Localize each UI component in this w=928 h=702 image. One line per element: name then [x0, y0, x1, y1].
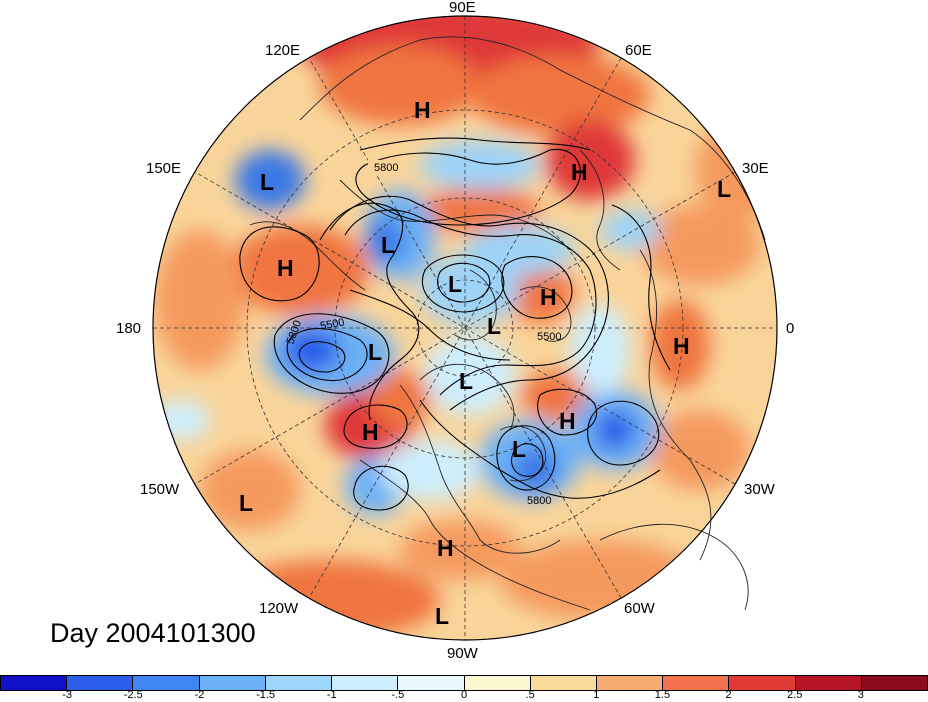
- colorbar: [0, 675, 928, 691]
- contour-labels: 5800 5800 5500 5500 5800: [285, 160, 561, 507]
- colorbar-swatch: [1, 676, 68, 690]
- contour-label-5500-pacific: 5500: [319, 317, 345, 333]
- high-marker: H: [277, 255, 294, 281]
- colorbar-swatch: [464, 676, 531, 690]
- colorbar-tick-label: -3: [62, 689, 73, 701]
- colorbar-tick-label: -1.5: [256, 689, 276, 701]
- lon-label-90e: 90E: [449, 0, 476, 16]
- colorbar-swatch: [729, 676, 796, 690]
- colorbar-tick-label: 2: [725, 689, 732, 701]
- low-marker: L: [459, 368, 473, 394]
- colorbar-swatch: [265, 676, 333, 690]
- colorbar-swatch: [530, 676, 597, 690]
- pressure-markers: H L L H L H L H L H L L H H L L H L: [239, 97, 731, 629]
- colorbar-swatch: [199, 676, 266, 690]
- colorbar-tick-label: 2.5: [787, 689, 803, 701]
- plot-title: Day 2004101300: [50, 618, 256, 648]
- colorbar-tick-label: 3: [857, 689, 864, 701]
- low-marker: L: [260, 169, 274, 195]
- lon-label-60w: 60W: [624, 600, 656, 617]
- low-marker: L: [435, 603, 449, 629]
- colorbar-tick-label: -1: [326, 689, 337, 701]
- colorbar-tick-label: -.5: [391, 689, 405, 701]
- contour-label-5800-atlantic: 5800: [527, 495, 551, 507]
- high-marker: H: [540, 284, 557, 310]
- high-marker: H: [414, 97, 431, 123]
- low-marker: L: [512, 436, 526, 462]
- lon-label-120e: 120E: [265, 42, 300, 59]
- low-marker: L: [381, 232, 395, 258]
- map-boundary: [152, 15, 778, 641]
- high-marker: H: [571, 159, 588, 185]
- colorbar-tick-label: -2: [194, 689, 205, 701]
- longitude-labels: 90E 60E 30E 0 30W 60W 90W 120W 150W 180 …: [116, 0, 794, 662]
- high-marker: H: [437, 535, 454, 561]
- lon-label-30w: 30W: [744, 481, 776, 498]
- lon-label-90w: 90W: [447, 645, 479, 662]
- low-marker: L: [368, 339, 382, 365]
- low-marker: L: [487, 313, 501, 339]
- colorbar-tick-label: 1.5: [654, 689, 671, 701]
- contour-label-5500-europe: 5500: [537, 331, 561, 343]
- contour-label-5800-asia: 5800: [374, 162, 398, 174]
- lon-label-150e: 150E: [146, 160, 181, 177]
- low-marker: L: [448, 271, 462, 297]
- colorbar-swatch: [67, 676, 134, 690]
- lon-label-150w: 150W: [140, 481, 180, 498]
- colorbar-tick-label: .5: [525, 689, 535, 701]
- high-marker: H: [362, 419, 379, 445]
- colorbar-swatch: [133, 676, 200, 690]
- colorbar-tick-label: 1: [593, 689, 600, 701]
- colorbar-swatch: [398, 676, 465, 690]
- colorbar-swatch: [795, 676, 862, 690]
- lon-label-120w: 120W: [259, 600, 299, 617]
- high-marker: H: [673, 333, 690, 359]
- low-marker: L: [239, 490, 253, 516]
- low-marker: L: [717, 176, 731, 202]
- colorbar-swatch: [332, 676, 399, 690]
- graticule: [153, 16, 777, 640]
- lon-label-60e: 60E: [625, 42, 652, 59]
- lon-label-30e: 30E: [742, 160, 769, 177]
- colorbar-swatch: [861, 676, 928, 690]
- height-contours: [239, 137, 671, 511]
- colorbar-tick-label: 0: [460, 689, 468, 701]
- lon-label-180: 180: [116, 320, 141, 337]
- colorbar-swatch: [596, 676, 664, 690]
- high-marker: H: [559, 408, 576, 434]
- colorbar-swatch: [663, 676, 730, 690]
- colorbar-tick-label: -2.5: [123, 689, 143, 701]
- coastlines: [249, 36, 766, 611]
- lon-label-0: 0: [786, 320, 794, 337]
